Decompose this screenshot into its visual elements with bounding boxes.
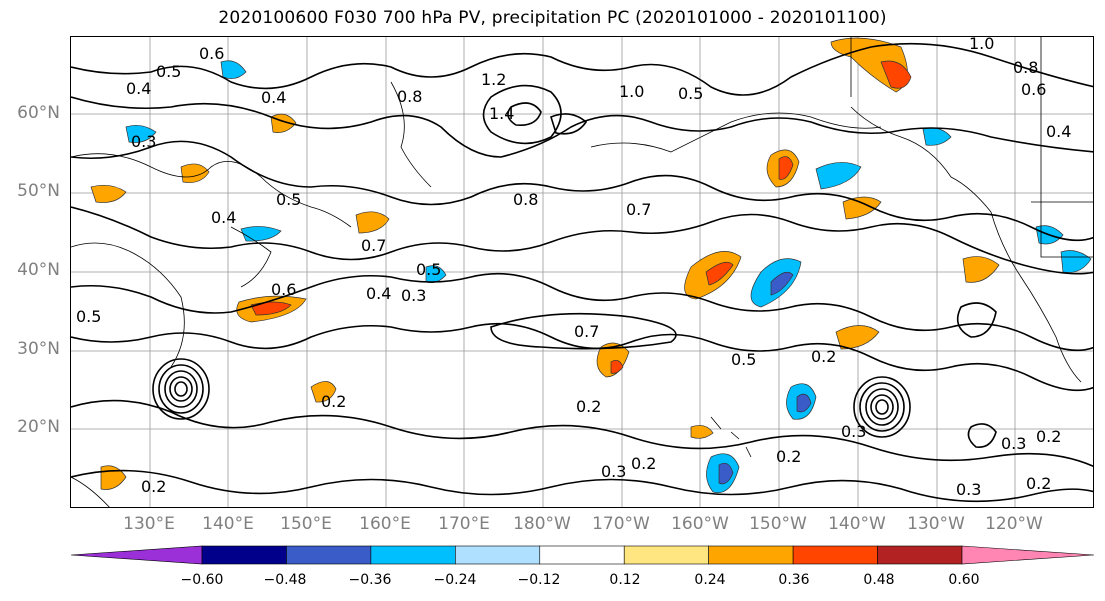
contour-label: 0.2: [776, 447, 801, 466]
colorbar-tick: −0.36: [348, 572, 392, 588]
contour-label: 0.3: [1001, 434, 1026, 453]
colorbar-segment: [455, 545, 541, 565]
contour-label: 0.8: [1013, 58, 1038, 77]
lon-label-180w: 180°W: [513, 514, 571, 534]
contour-label: 0.4: [366, 284, 391, 303]
contour-label: 0.2: [576, 397, 601, 416]
lat-label-60n: 60°N: [17, 103, 60, 123]
lon-label-120w: 120°W: [985, 514, 1043, 534]
contour-label: 0.6: [271, 280, 296, 299]
contour-label: 0.4: [1046, 122, 1071, 141]
contour-label: 0.5: [731, 350, 756, 369]
contour-label: 0.2: [1026, 474, 1051, 493]
contour-label: 0.6: [199, 44, 224, 63]
colorbar-tick: 0.60: [948, 572, 980, 588]
contour-label: 0.4: [261, 88, 286, 107]
lon-label-170w: 170°W: [592, 514, 650, 534]
contour-label: 0.3: [401, 286, 426, 305]
colorbar-segment: [623, 545, 709, 565]
colorbar-segment: [708, 545, 794, 565]
contour-label: 0.7: [574, 322, 599, 341]
lat-label-50n: 50°N: [17, 181, 60, 201]
contour-label: 0.3: [956, 480, 981, 499]
contour-label: 0.2: [631, 454, 656, 473]
precip-patches: [90, 37, 1092, 494]
map-title: 2020100600 F030 700 hPa PV, precipitatio…: [218, 8, 887, 28]
lon-label-170e: 170°E: [438, 514, 490, 534]
contour-label: 0.5: [276, 190, 301, 209]
cyclone-west: [152, 358, 210, 420]
lat-label-40n: 40°N: [17, 260, 60, 280]
pv-contours: [71, 42, 1093, 503]
coastlines: [71, 37, 1093, 507]
lon-label-150e: 150°E: [280, 514, 332, 534]
contour-label: 0.8: [513, 190, 538, 209]
lon-label-160e: 160°E: [359, 514, 411, 534]
colorbar-segment: [877, 545, 963, 565]
colorbar-segment: [370, 545, 456, 565]
colorbar-tick: 0.24: [694, 572, 726, 588]
colorbar-tick: −0.60: [180, 572, 224, 588]
contour-label: 0.5: [416, 260, 441, 279]
colorbar-segment: [201, 545, 287, 565]
contour-labels: 0.6 0.5 0.4 0.4 0.3 1.2 1.4 0.8 1.0 0.5 …: [76, 37, 1071, 499]
lon-label-140w: 140°W: [828, 514, 886, 534]
contour-label: 0.4: [211, 208, 236, 227]
contour-label: 0.3: [601, 462, 626, 481]
contour-label: 0.5: [76, 307, 101, 326]
contour-label: 1.0: [969, 37, 994, 53]
colorbar-segment: [539, 545, 625, 565]
colorbar-segment: [792, 545, 878, 565]
contour-label: 0.2: [811, 347, 836, 366]
contour-label: 0.3: [131, 132, 156, 151]
lat-label-30n: 30°N: [17, 339, 60, 359]
contour-label: 0.3: [841, 422, 866, 441]
colorbar-extend-min: [70, 545, 203, 565]
contour-label: 1.4: [489, 104, 514, 123]
contour-label: 1.0: [619, 82, 644, 101]
lon-label-130w: 130°W: [907, 514, 965, 534]
contour-label: 0.2: [1036, 427, 1061, 446]
map-svg: 0.6 0.5 0.4 0.4 0.3 1.2 1.4 0.8 1.0 0.5 …: [71, 37, 1093, 507]
colorbar: [70, 545, 1095, 565]
colorbar-tick: 0.12: [609, 572, 641, 588]
contour-label: 0.7: [361, 236, 386, 255]
colorbar-tick: −0.24: [433, 572, 477, 588]
contour-label: 0.5: [678, 84, 703, 103]
lon-label-150w: 150°W: [749, 514, 807, 534]
contour-label: 0.2: [141, 477, 166, 496]
colorbar-extend-max: [961, 545, 1095, 565]
lon-label-160w: 160°W: [671, 514, 729, 534]
contour-label: 1.2: [481, 70, 506, 89]
lat-label-20n: 20°N: [17, 417, 60, 437]
contour-label: 0.6: [1021, 80, 1046, 99]
contour-label: 0.2: [321, 392, 346, 411]
colorbar-tick: 0.48: [863, 572, 895, 588]
colorbar-segment: [286, 545, 372, 565]
colorbar-tick: −0.12: [517, 572, 561, 588]
graticule: [71, 37, 1093, 507]
contour-label: 0.5: [156, 62, 181, 81]
colorbar-tick: −0.48: [263, 572, 307, 588]
contour-label: 0.8: [397, 87, 422, 106]
cyclone-east: [853, 376, 911, 438]
lon-label-140e: 140°E: [202, 514, 254, 534]
map-panel: 0.6 0.5 0.4 0.4 0.3 1.2 1.4 0.8 1.0 0.5 …: [70, 36, 1094, 508]
contour-label: 0.4: [126, 79, 151, 98]
colorbar-tick: 0.36: [778, 572, 810, 588]
contour-label: 0.7: [626, 200, 651, 219]
lon-label-130e: 130°E: [123, 514, 175, 534]
